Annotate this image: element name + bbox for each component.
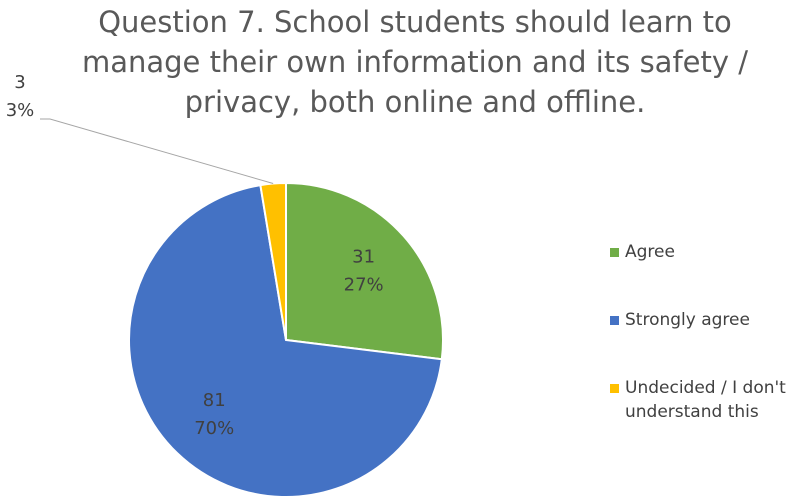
data-label: 31 xyxy=(352,246,375,267)
data-label: 3% xyxy=(6,100,35,121)
data-label: 70% xyxy=(194,418,234,439)
chart-title: Question 7. School students should learn… xyxy=(98,5,732,39)
legend-swatch xyxy=(610,384,619,393)
legend: Agree Strongly agree Undecided / I don't u… xyxy=(610,240,800,468)
legend-label: Agree xyxy=(625,242,675,262)
chart-title: manage their own information and its saf… xyxy=(82,45,748,79)
legend-swatch xyxy=(610,316,619,325)
legend-item: Strongly agree xyxy=(610,308,800,332)
data-label: 27% xyxy=(344,274,384,295)
legend-label: Strongly agree xyxy=(625,310,750,330)
legend-item: Undecided / I don't understand this xyxy=(610,376,800,424)
chart-title: privacy, both online and offline. xyxy=(185,85,646,119)
data-label: 81 xyxy=(203,390,226,411)
legend-item: Agree xyxy=(610,240,800,264)
pie-slice xyxy=(285,181,444,361)
legend-swatch xyxy=(610,248,619,257)
pie-slice xyxy=(128,183,443,498)
data-label: 3 xyxy=(14,72,25,93)
leader-line xyxy=(40,118,274,185)
legend-label: Undecided / I don't understand this xyxy=(625,378,786,422)
